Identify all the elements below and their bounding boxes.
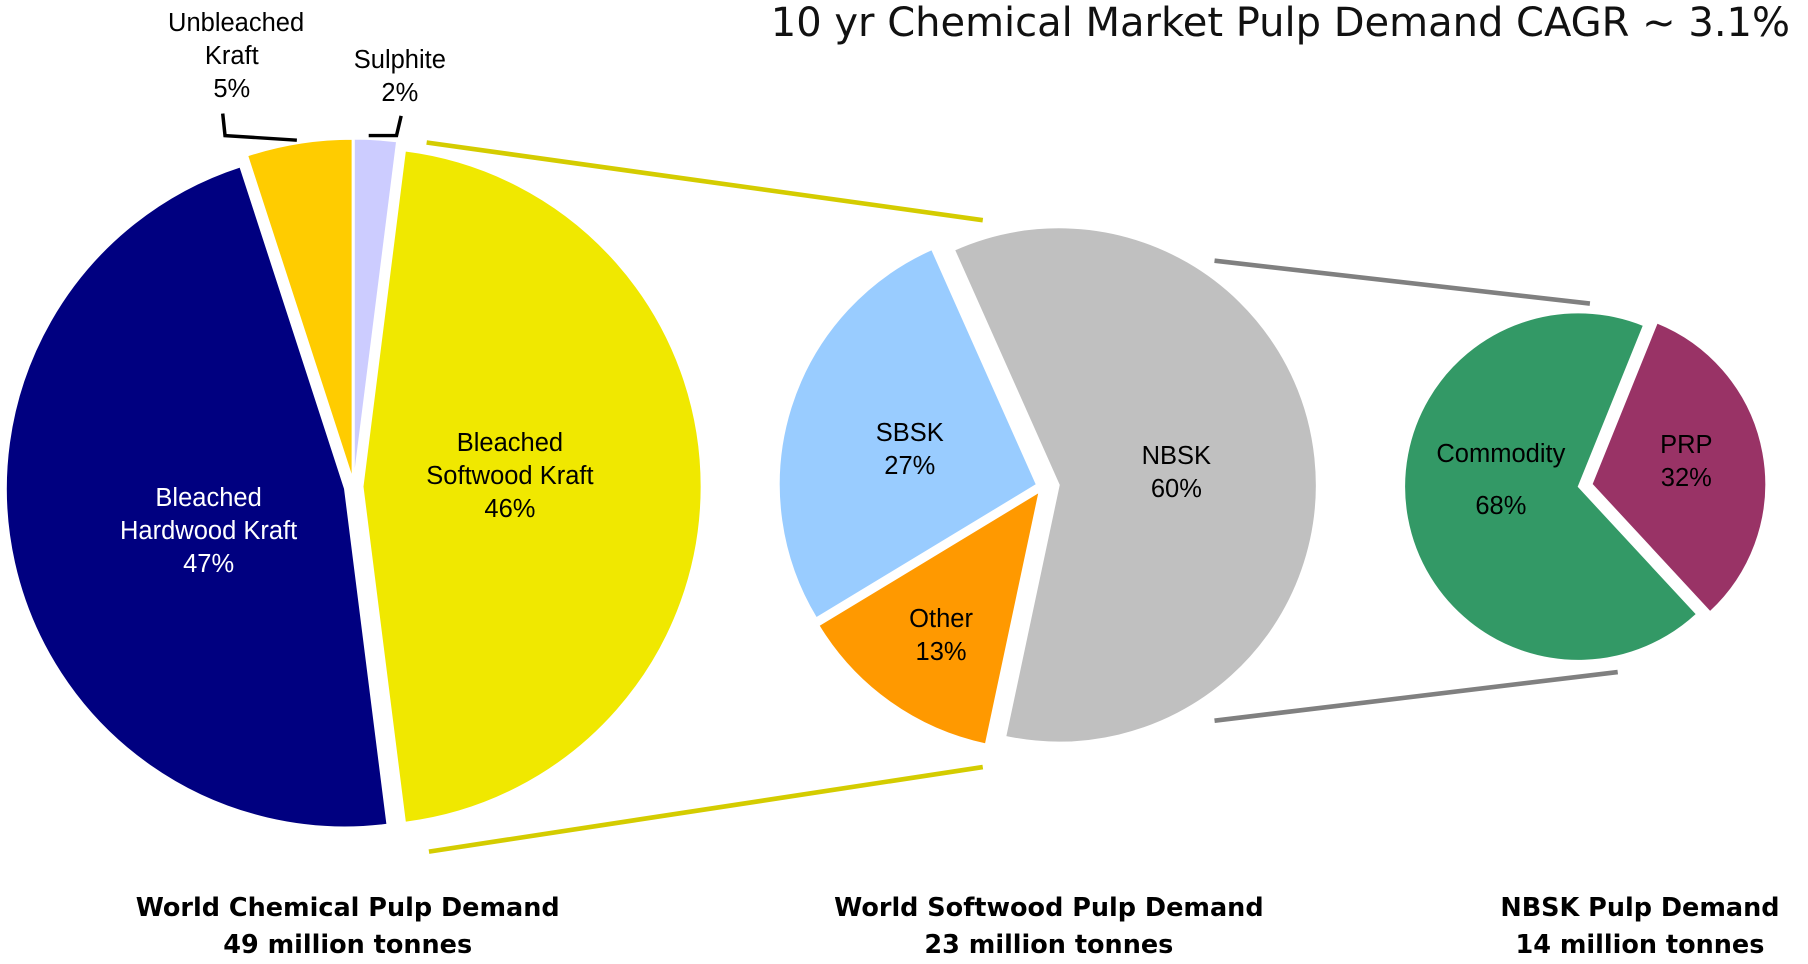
slice-label: Bleached Hardwood Kraft [120,484,298,546]
slice-label: NBSK [1141,442,1212,471]
pie-title: World Softwood Pulp Demand [834,893,1264,924]
main-title: 10 yr Chemical Market Pulp Demand CAGR ~… [770,0,1790,46]
slice-value: 32% [1660,463,1712,492]
pie-subtitle: 49 million tonnes [223,930,473,961]
pie-slice [953,227,1317,743]
slice-label: Other [909,604,973,633]
pie-subtitle: 14 million tonnes [1515,930,1765,961]
slice-label: Unbleached Kraft [168,8,305,70]
slice-value: 68% [1475,491,1527,520]
slice-value: 47% [183,550,235,579]
pie-slice [362,150,702,823]
slice-label: SBSK [875,419,944,448]
leader-line [220,113,297,142]
pie-slice [353,138,398,478]
connector-line [426,140,984,223]
slice-value: 46% [484,494,536,523]
pie-slice [1403,312,1698,662]
slice-label: PRP [1660,430,1713,459]
connector-line [1214,669,1619,723]
slice-label: Sulphite [353,46,446,75]
slice-value: 2% [381,79,419,108]
slice-label: Commodity [1436,440,1566,469]
slice-value: 60% [1150,475,1202,504]
connector-line [1214,258,1591,306]
connector-line [428,764,984,854]
leader-line [368,115,403,138]
pie-slice [778,248,1038,619]
slice-value: 5% [213,74,251,103]
pie-title: World Chemical Pulp Demand [135,893,560,924]
pie-slice [1591,322,1767,613]
pie-slice [5,166,388,828]
pie-slice [818,491,1040,745]
slice-value: 27% [884,452,936,481]
slice-value: 13% [915,637,967,666]
pie-subtitle: 23 million tonnes [924,930,1174,961]
pie-title: NBSK Pulp Demand [1500,893,1780,924]
connectors [220,113,1619,854]
pie-slice [246,138,353,478]
slice-label: Bleached Softwood Kraft [426,428,594,490]
